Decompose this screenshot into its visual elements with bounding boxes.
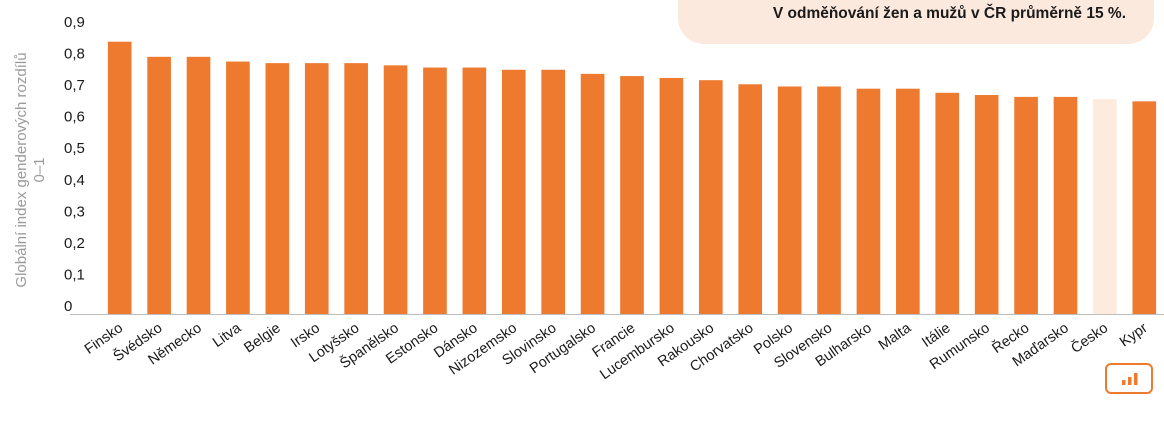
bar — [383, 65, 408, 314]
y-axis-label: Globální index genderových rozdílů — [13, 52, 30, 287]
bar — [501, 69, 526, 314]
x-tick-label: Belgie — [241, 320, 283, 356]
x-tick-label: Kypr — [1117, 320, 1151, 350]
bar — [423, 67, 447, 314]
bar — [817, 86, 841, 315]
bar — [344, 63, 368, 315]
bar — [186, 56, 211, 314]
y-axis-label-range: 0–1 — [31, 157, 48, 182]
bar — [462, 67, 487, 314]
bar — [777, 86, 802, 315]
bar — [659, 77, 684, 314]
y-tick-label: 0,5 — [64, 140, 85, 157]
bar — [304, 63, 329, 315]
bar — [265, 63, 290, 315]
y-tick-label: 0,9 — [64, 14, 85, 31]
callout-text: V odměňování žen a mužů v ČR průměrně 15… — [772, 5, 1126, 22]
y-tick-label: 0,6 — [64, 109, 85, 126]
bar — [935, 92, 960, 314]
bar — [974, 95, 999, 314]
callout-box: V odměňování žen a mužů v ČR průměrně 15… — [678, 0, 1154, 44]
bar — [1014, 96, 1038, 314]
bar — [1053, 96, 1078, 314]
x-tick-label: Malta — [876, 320, 915, 354]
x-tick-label: Litva — [210, 320, 245, 351]
y-tick-label: 0,7 — [64, 77, 85, 94]
y-tick-label: 0,1 — [64, 266, 85, 283]
bar — [147, 56, 171, 314]
bar — [856, 88, 881, 315]
bar — [620, 76, 644, 315]
y-tick-label: 0 — [64, 298, 72, 315]
y-tick-label: 0,8 — [64, 46, 85, 63]
y-tick-label: 0,2 — [64, 235, 85, 252]
bar — [1093, 99, 1117, 315]
y-axis-label-group: Globální index genderových rozdílů 0–1 — [13, 52, 48, 287]
bar — [226, 61, 250, 314]
bar — [580, 73, 605, 315]
bar-chart-icon — [1122, 373, 1138, 385]
y-tick-label: 0,3 — [64, 203, 85, 220]
chart-view-button[interactable] — [1105, 363, 1153, 394]
x-tick-label: Česko — [1068, 319, 1111, 357]
bar — [896, 88, 920, 315]
bar — [738, 84, 763, 314]
bar — [107, 41, 132, 314]
y-axis-ticks: 0 0,1 0,2 0,3 0,4 0,5 0,6 0,7 0,8 0,9 — [64, 14, 85, 315]
y-tick-label: 0,4 — [64, 172, 85, 189]
bar — [698, 80, 723, 314]
bar — [541, 69, 566, 314]
bar — [1132, 101, 1157, 314]
bars — [107, 41, 1157, 315]
